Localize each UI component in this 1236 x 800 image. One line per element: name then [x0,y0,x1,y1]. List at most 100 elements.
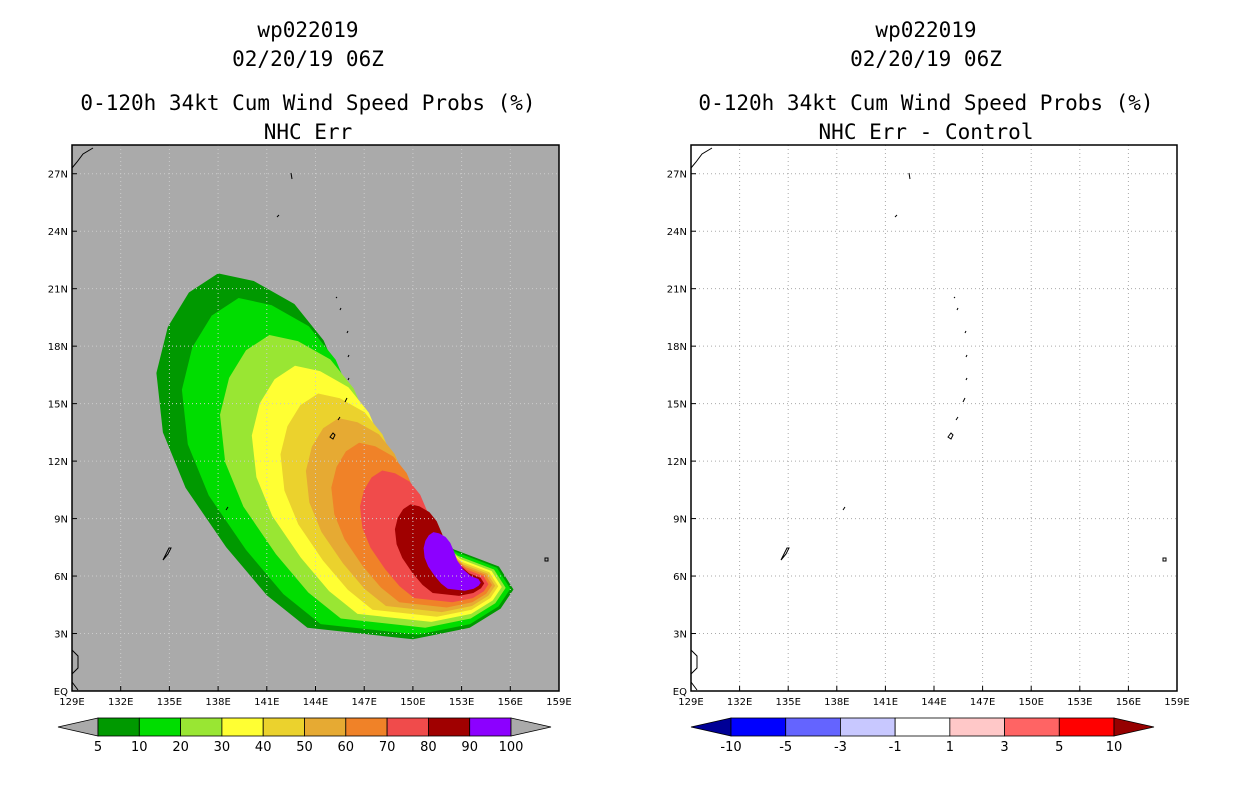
colorbar-right-arrow [1113,717,1155,737]
colorbar-swatch [840,717,896,737]
colorbar-label: -3 [834,740,847,755]
colorbar-label: 50 [296,740,313,755]
y-tick-label: 12N [667,457,687,468]
colorbar-swatch [345,717,388,737]
right-title-product: 0-120h 34kt Cum Wind Speed Probs (%) [698,91,1154,115]
y-tick-label: 9N [673,515,687,526]
y-tick-label: EQ [54,687,68,698]
colorbar-swatch [949,717,1005,737]
colorbar-swatch [180,717,223,737]
y-tick-label: 27N [48,170,68,181]
right-island-yap [842,506,846,511]
y-tick-label: 3N [673,630,687,641]
left-island-palau [162,547,172,561]
right-island-bonin [894,172,911,218]
right-coast-taiwan [690,147,713,169]
x-tick-label: 153E [1067,697,1092,708]
x-tick-label: 159E [546,697,571,708]
y-tick-label: 6N [54,572,68,583]
colorbar-label: 80 [420,740,437,755]
right-island-guam [947,432,954,440]
left-title-subtitle: NHC Err [263,120,353,144]
colorbar-label: 40 [255,740,272,755]
y-tick-label: 24N [48,227,68,238]
colorbar-swatch [427,717,471,737]
y-tick-label: 21N [667,285,687,296]
colorbar-label: -1 [889,740,902,755]
x-tick-label: 147E [970,697,995,708]
x-tick-label: 135E [157,697,182,708]
right-island-palau [780,547,790,561]
right-island-pohnpei [1162,557,1167,562]
y-tick-label: 9N [54,515,68,526]
colorbar-swatch [386,717,429,737]
left-island-yap [225,506,229,511]
x-tick-label: 150E [400,697,425,708]
colorbar-left-arrow [690,717,732,737]
colorbar-swatch [97,717,140,737]
colorbar-label: 5 [1055,740,1063,755]
colorbar-swatch [138,717,182,737]
x-tick-label: 159E [1164,697,1189,708]
contour-level-90 [423,532,481,591]
y-tick-label: 18N [667,342,687,353]
right-title-storm: wp022019 [875,18,977,42]
colorbar-label: 1 [946,740,954,755]
y-tick-label: 21N [48,285,68,296]
left-map-panel: 129E 132E 135E 138E 141E 144E 147E 150E 153E 156E… [48,144,572,708]
left-island-guam [329,432,336,440]
x-tick-label: 141E [873,697,898,708]
colorbar-left-arrow [57,717,99,737]
y-tick-label: 3N [54,630,68,641]
left-axis-ticks: 129E 132E 135E 138E 141E 144E 147E 150E 153E 156E… [48,170,572,708]
colorbar-swatch [221,717,264,737]
colorbar-swatch [785,717,841,737]
left-coast-taiwan [71,147,94,169]
y-tick-label: 15N [48,400,68,411]
colorbar-swatch [1058,717,1115,737]
right-island-mariana [953,296,968,421]
x-tick-label: 141E [254,697,279,708]
left-gridlines [72,145,559,691]
colorbar-label: -10 [720,740,741,755]
x-tick-label: 129E [59,697,84,708]
colorbar-label: 10 [131,740,148,755]
colorbar-label: 20 [172,740,189,755]
colorbar-right-arrow [510,717,552,737]
colorbar-swatch [1004,717,1060,737]
right-map-panel: 129E 132E 135E 138E 141E 144E 147E 150E 153E 156E… [667,144,1190,708]
x-tick-label: 150E [1018,697,1043,708]
right-axis-ticks: 129E 132E 135E 138E 141E 144E 147E 150E 153E 156E… [667,170,1190,708]
colorbar-swatch [469,717,512,737]
left-island-bonin [276,172,293,218]
y-tick-label: 24N [667,227,687,238]
colorbar-label: 70 [379,740,396,755]
colorbar-label: 100 [499,740,524,755]
colorbar-label: 5 [94,740,102,755]
colorbar-swatch [262,717,305,737]
x-tick-label: 147E [351,697,376,708]
colorbar-swatch [304,717,347,737]
x-tick-label: 156E [498,697,523,708]
left-title-storm: wp022019 [257,18,359,42]
y-tick-label: EQ [673,687,687,698]
colorbar-label: -5 [779,740,792,755]
colorbar-label: 90 [461,740,478,755]
x-tick-label: 144E [921,697,946,708]
x-tick-label: 144E [303,697,328,708]
right-coastlines [690,147,1167,691]
x-tick-label: 129E [678,697,703,708]
y-tick-label: 12N [48,457,68,468]
left-colorbar: 5 10 20 30 40 50 60 70 80 90 100 [57,717,552,755]
y-tick-label: 15N [667,400,687,411]
right-coast-philippines [690,649,698,691]
x-tick-label: 132E [727,697,752,708]
left-island-pohnpei [544,557,549,562]
right-colorbar: -10 -5 -3 -1 1 3 5 10 [690,717,1155,755]
x-tick-label: 138E [205,697,230,708]
colorbar-label: 10 [1106,740,1123,755]
right-title-subtitle: NHC Err - Control [818,120,1034,144]
left-title-time: 02/20/19 06Z [232,47,384,71]
colorbar-swatch [730,717,787,737]
